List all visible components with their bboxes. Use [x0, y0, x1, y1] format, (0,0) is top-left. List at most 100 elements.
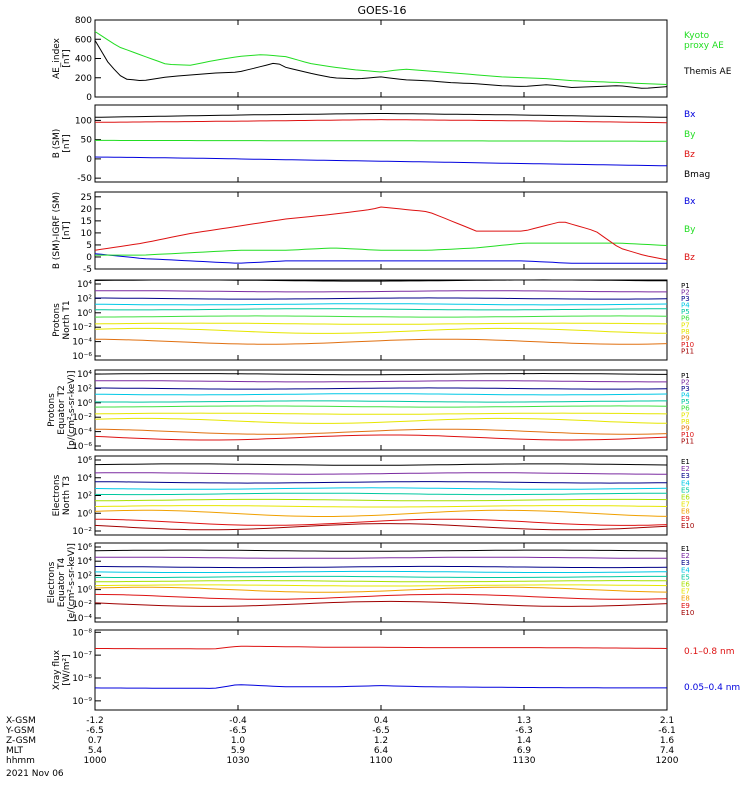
- legend-label: Bz: [684, 150, 695, 160]
- channel-label: E1: [681, 545, 690, 553]
- channel-label: P9: [681, 424, 690, 432]
- channel-label: P1: [681, 282, 690, 290]
- x-row-value: 1200: [656, 756, 679, 766]
- y-tick-label: 100: [75, 116, 92, 126]
- y-axis-label: B (SM)-IGRF (SM): [52, 192, 62, 269]
- legend-label: Bz: [684, 253, 695, 263]
- panel-2: B (SM) [nT] -50 0 50 100 Bx By Bz Bmag: [52, 104, 710, 184]
- channel-line: [94, 434, 668, 441]
- x-row-value: -0.4: [229, 716, 247, 726]
- channel-line: [94, 492, 667, 496]
- channel-line: [94, 570, 668, 573]
- y-axis-label: Equator T2: [57, 385, 67, 434]
- x-row-value: -6.3: [515, 726, 533, 736]
- y-tick-label: 50: [81, 136, 93, 146]
- y-tick-label: 10⁶: [77, 543, 92, 553]
- panel-frame: [94, 104, 668, 183]
- panel-frame: [94, 191, 668, 270]
- y-tick-label: 10⁰: [77, 309, 92, 319]
- channel-line: [94, 400, 667, 403]
- channel-line: [95, 580, 667, 583]
- series-line: [94, 40, 668, 89]
- panel-frame: [94, 629, 668, 711]
- channel-line: [94, 487, 668, 490]
- y-tick-label: 5: [86, 241, 92, 251]
- x-row-value: 1.0: [231, 736, 246, 746]
- series-line: [94, 253, 667, 264]
- channel-line: [94, 505, 668, 508]
- y-tick-label: -5: [83, 265, 92, 275]
- y-tick-label: 10⁰: [77, 586, 92, 596]
- channel-line: [94, 498, 668, 502]
- channel-line: [95, 575, 667, 578]
- legend-label: 0.1–0.8 nm: [684, 647, 734, 657]
- channel-line: [94, 509, 668, 517]
- panel-7: Electrons Equator T4 [e/(cm²-s-sr-keV)] 10⁶…: [47, 542, 694, 624]
- channel-line: [94, 412, 668, 415]
- channel-label: P4: [681, 302, 690, 310]
- legend-label: By: [684, 130, 696, 140]
- x-row-value: 1100: [370, 756, 393, 766]
- channel-line: [94, 463, 668, 466]
- y-axis-label: North T1: [62, 300, 72, 339]
- series-line: [95, 645, 668, 650]
- legend-label: Bmag: [684, 170, 710, 180]
- y-tick-label: 10⁻⁶: [72, 352, 92, 362]
- x-row-value: 0.7: [88, 736, 102, 746]
- x-row-value: 6.4: [374, 746, 389, 756]
- channel-line: [94, 584, 668, 587]
- y-tick-label: 10⁻⁸: [72, 674, 92, 684]
- series-line: [95, 139, 667, 142]
- y-tick-label: 10⁻²: [72, 323, 92, 333]
- y-axis-label: [nT]: [62, 221, 72, 239]
- x-row-value: -6.5: [86, 726, 104, 736]
- figure-title: GOES-16: [357, 4, 406, 17]
- channel-line: [94, 303, 668, 306]
- y-axis-label: Protons: [52, 303, 62, 337]
- series-line: [95, 242, 668, 256]
- series-line: [94, 31, 668, 85]
- y-tick-label: 10⁻⁷: [72, 651, 92, 661]
- x-row-value: 1030: [227, 756, 250, 766]
- channel-line: [95, 297, 668, 300]
- y-tick-label: 10⁴: [77, 280, 92, 290]
- y-axis-label: North T3: [62, 476, 72, 515]
- channel-label: P2: [681, 379, 690, 387]
- channel-label: P2: [681, 289, 690, 297]
- y-axis-label: Protons: [47, 393, 57, 427]
- channel-label: E9: [681, 602, 690, 610]
- y-axis-label: [nT]: [62, 134, 72, 152]
- channel-line: [94, 315, 668, 318]
- channel-label: E8: [681, 508, 690, 516]
- y-axis-label: [nT]: [62, 49, 72, 67]
- panel-5: Protons Equator T2 [p/(cm²-s-sr-keV)] 10⁴ 10…: [47, 369, 694, 452]
- channel-line: [95, 308, 667, 311]
- y-tick-label: 10⁻²: [72, 527, 92, 537]
- channel-line: [95, 380, 667, 383]
- y-tick-label: 10⁴: [77, 557, 92, 567]
- y-tick-label: 400: [75, 55, 92, 65]
- x-axis-table: X-GSM -1.2 -0.4 0.4 1.3 2.1 Y-GSM -6.5 -6.5 -6.5 -…: [5, 716, 679, 779]
- y-axis-label: Xray flux: [52, 649, 62, 690]
- channel-label: P1: [681, 372, 690, 380]
- channel-line: [94, 279, 667, 282]
- channel-line: [94, 518, 668, 526]
- channel-line: [94, 472, 667, 475]
- x-row-label: Y-GSM: [5, 726, 34, 736]
- channel-label: E2: [681, 465, 690, 473]
- x-row-value: 5.4: [88, 746, 103, 756]
- panel-4: Protons North T1 10⁴ 10² 10⁰ 10⁻² 10⁻⁴ 10⁻⁶ P1P2…: [52, 279, 694, 362]
- channel-label: E3: [681, 559, 690, 567]
- channel-label: E7: [681, 588, 690, 596]
- y-tick-label: 10⁻⁴: [72, 338, 92, 348]
- channel-label: P6: [681, 315, 690, 323]
- x-row-value: 6.9: [517, 746, 532, 756]
- x-row-value: 1.2: [374, 736, 388, 746]
- y-tick-label: -50: [77, 174, 92, 184]
- y-tick-label: 10²: [77, 492, 92, 502]
- channel-label: P9: [681, 334, 690, 342]
- x-row-label: MLT: [6, 746, 24, 756]
- y-tick-label: 10⁴: [77, 474, 92, 484]
- y-tick-label: 0: [86, 253, 92, 263]
